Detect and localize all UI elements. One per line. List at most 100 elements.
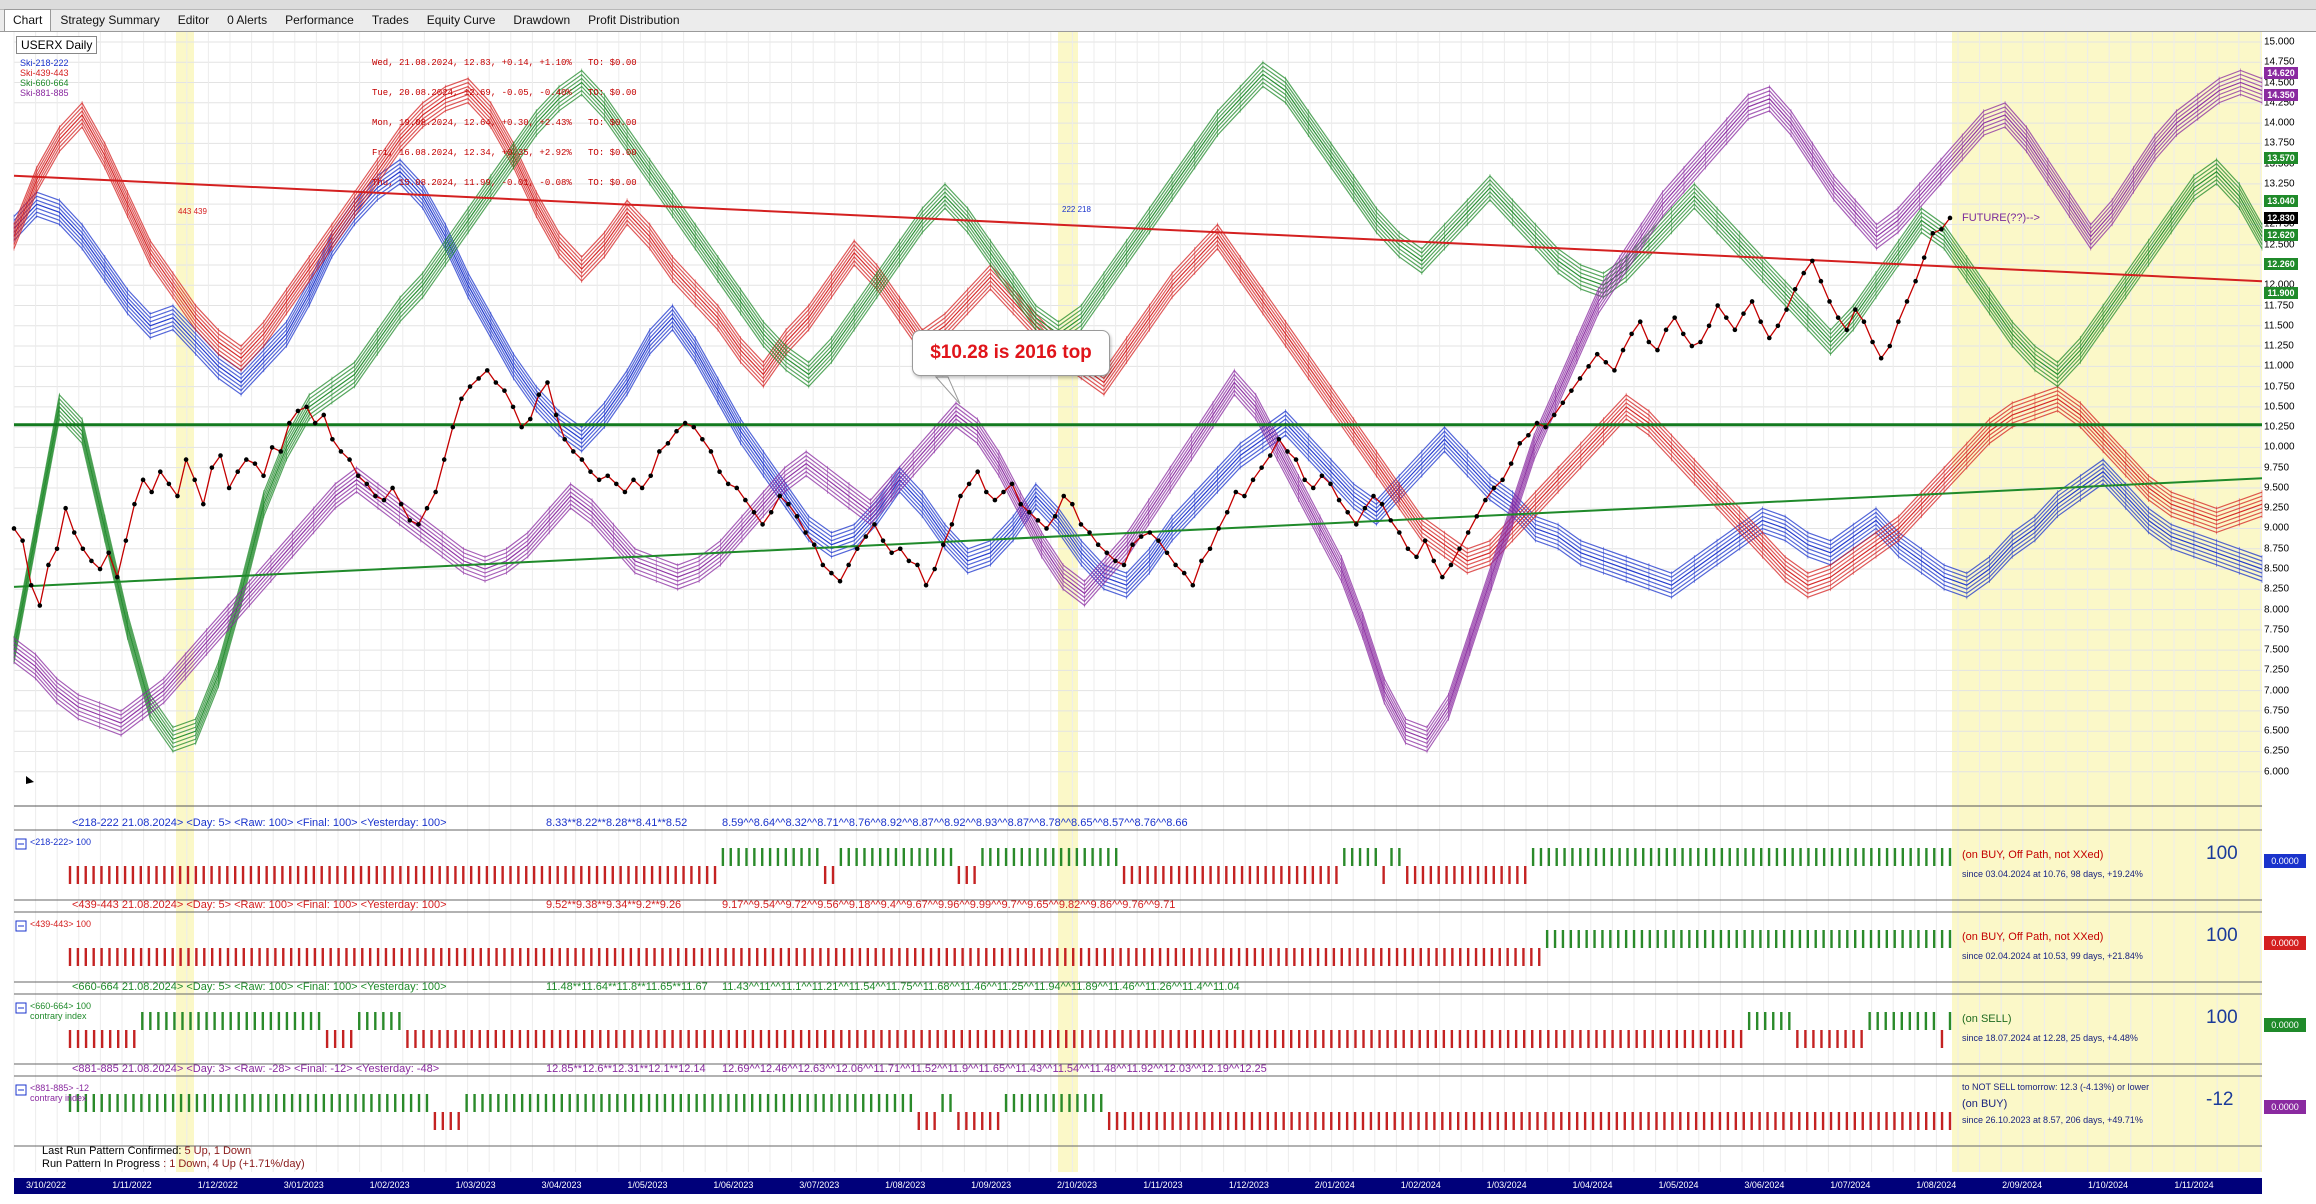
band-line bbox=[13, 73, 2263, 741]
price-point bbox=[1577, 376, 1583, 381]
scroll-marker bbox=[26, 776, 34, 784]
price-point bbox=[304, 404, 309, 410]
price-point bbox=[321, 412, 327, 418]
price-point bbox=[553, 412, 559, 418]
price-point bbox=[373, 493, 378, 499]
indicator-sub-label: contrary index bbox=[30, 1093, 87, 1103]
tab-drawdown[interactable]: Drawdown bbox=[513, 13, 571, 27]
date-tick-label: 3/10/2022 bbox=[25, 1180, 67, 1190]
y-tick-label: 10.500 bbox=[2264, 401, 2295, 413]
price-point bbox=[1672, 315, 1677, 320]
price-point bbox=[1534, 420, 1540, 426]
price-badge: 11.900 bbox=[2264, 287, 2298, 300]
tab-performance[interactable]: Performance bbox=[285, 13, 354, 27]
band-line bbox=[13, 93, 2263, 590]
price-point bbox=[1173, 562, 1178, 568]
price-point bbox=[140, 477, 146, 483]
quote-table: Wed, 21.08.2024, 12.83, +0.14, +1.10% TO… bbox=[372, 38, 637, 198]
date-tick-label: 3/07/2023 bbox=[799, 1180, 840, 1190]
price-point bbox=[175, 493, 180, 499]
price-point bbox=[441, 457, 447, 462]
price-point bbox=[1603, 359, 1609, 365]
indicator-score: -12 bbox=[2206, 1089, 2234, 1110]
price-point bbox=[261, 473, 266, 479]
price-point bbox=[416, 522, 421, 527]
price-point bbox=[682, 420, 688, 426]
tab-chart[interactable]: Chart bbox=[4, 9, 52, 31]
price-chart-canvas[interactable]: FUTURE(??)--> 443 439 222 218 bbox=[0, 32, 2316, 1204]
price-point bbox=[1259, 465, 1264, 470]
tab-editor[interactable]: Editor bbox=[177, 13, 210, 27]
band-line bbox=[13, 77, 2263, 745]
price-point bbox=[1792, 286, 1798, 292]
price-point bbox=[1362, 505, 1368, 511]
price-point bbox=[1190, 582, 1196, 588]
price-point bbox=[846, 562, 851, 568]
date-tick-label: 1/05/2023 bbox=[627, 1180, 668, 1190]
indicator-sequence: 11.43^^11^^11.1^^11.21^^11.54^^11.75^^11… bbox=[722, 981, 1240, 993]
y-tick-label: 8.000 bbox=[2264, 604, 2290, 616]
price-point bbox=[872, 522, 877, 527]
chart-overlay: FUTURE(??)--> 443 439 222 218 bbox=[26, 205, 2040, 784]
tab-trades[interactable]: Trades bbox=[371, 13, 409, 27]
price-point bbox=[97, 566, 103, 572]
price-badge: 14.350 bbox=[2264, 88, 2298, 101]
price-point bbox=[1422, 538, 1428, 543]
red-downtrend-line bbox=[13, 174, 2263, 283]
y-tick-label: 10.000 bbox=[2264, 441, 2295, 453]
indicator-status: (on BUY) bbox=[1962, 1098, 2008, 1110]
price-line bbox=[13, 217, 1951, 608]
price-point bbox=[1913, 278, 1918, 284]
price-point bbox=[665, 441, 671, 446]
y-tick-label: 6.750 bbox=[2264, 705, 2290, 717]
footer-label: Last Run Pattern Confirmed: bbox=[42, 1145, 182, 1157]
price-point bbox=[889, 550, 894, 556]
price-point bbox=[734, 485, 740, 491]
price-point bbox=[1594, 351, 1600, 357]
price-point bbox=[751, 509, 757, 515]
price-point bbox=[252, 461, 258, 466]
price-point bbox=[1345, 509, 1350, 515]
price-point bbox=[1276, 436, 1282, 442]
price-point bbox=[1018, 501, 1024, 507]
price-point bbox=[484, 368, 490, 373]
price-point bbox=[1267, 453, 1273, 458]
indicator-sub-label: contrary index bbox=[30, 1011, 87, 1021]
price-point bbox=[915, 562, 920, 568]
tab-strategy-summary[interactable]: Strategy Summary bbox=[60, 13, 160, 27]
date-tick-label: 3/04/2023 bbox=[541, 1180, 582, 1190]
indicator-header: <881-885 21.08.2024> <Day: 3> <Raw: -28>… bbox=[72, 1063, 440, 1075]
price-point bbox=[519, 424, 524, 430]
date-tick-label: 2/09/2024 bbox=[2002, 1180, 2043, 1190]
price-point bbox=[725, 481, 731, 487]
price-point bbox=[1775, 323, 1781, 329]
price-point bbox=[89, 558, 94, 564]
band-line bbox=[13, 89, 2263, 586]
price-point bbox=[11, 526, 17, 531]
tab-profit-distribution[interactable]: Profit Distribution bbox=[588, 13, 680, 27]
price-point bbox=[1465, 530, 1471, 535]
price-point bbox=[1784, 307, 1789, 312]
price-point bbox=[1904, 299, 1910, 304]
price-point bbox=[854, 546, 860, 552]
price-point bbox=[794, 514, 800, 519]
price-point bbox=[330, 436, 335, 442]
price-point bbox=[1397, 530, 1402, 535]
price-badge: 12.260 bbox=[2264, 258, 2298, 271]
price-point bbox=[648, 473, 654, 479]
price-point bbox=[958, 493, 963, 499]
price-point bbox=[398, 501, 404, 507]
price-point bbox=[347, 457, 352, 462]
price-point bbox=[364, 481, 370, 487]
price-point bbox=[1087, 530, 1092, 535]
indicator-sequence: 8.33**8.22**8.28**8.41**8.52 bbox=[546, 817, 688, 829]
price-point bbox=[1878, 355, 1884, 361]
price-point bbox=[1646, 339, 1652, 345]
tab-equity-curve[interactable]: Equity Curve bbox=[426, 13, 496, 27]
price-point bbox=[1293, 457, 1299, 462]
price-point bbox=[1113, 558, 1118, 564]
price-point bbox=[984, 489, 989, 495]
quote-line: Fri, 16.08.2024, 12.34, +0.35, +2.92% TO… bbox=[372, 148, 637, 158]
tab-alerts[interactable]: 0 Alerts bbox=[227, 13, 268, 27]
price-point bbox=[1741, 311, 1746, 316]
